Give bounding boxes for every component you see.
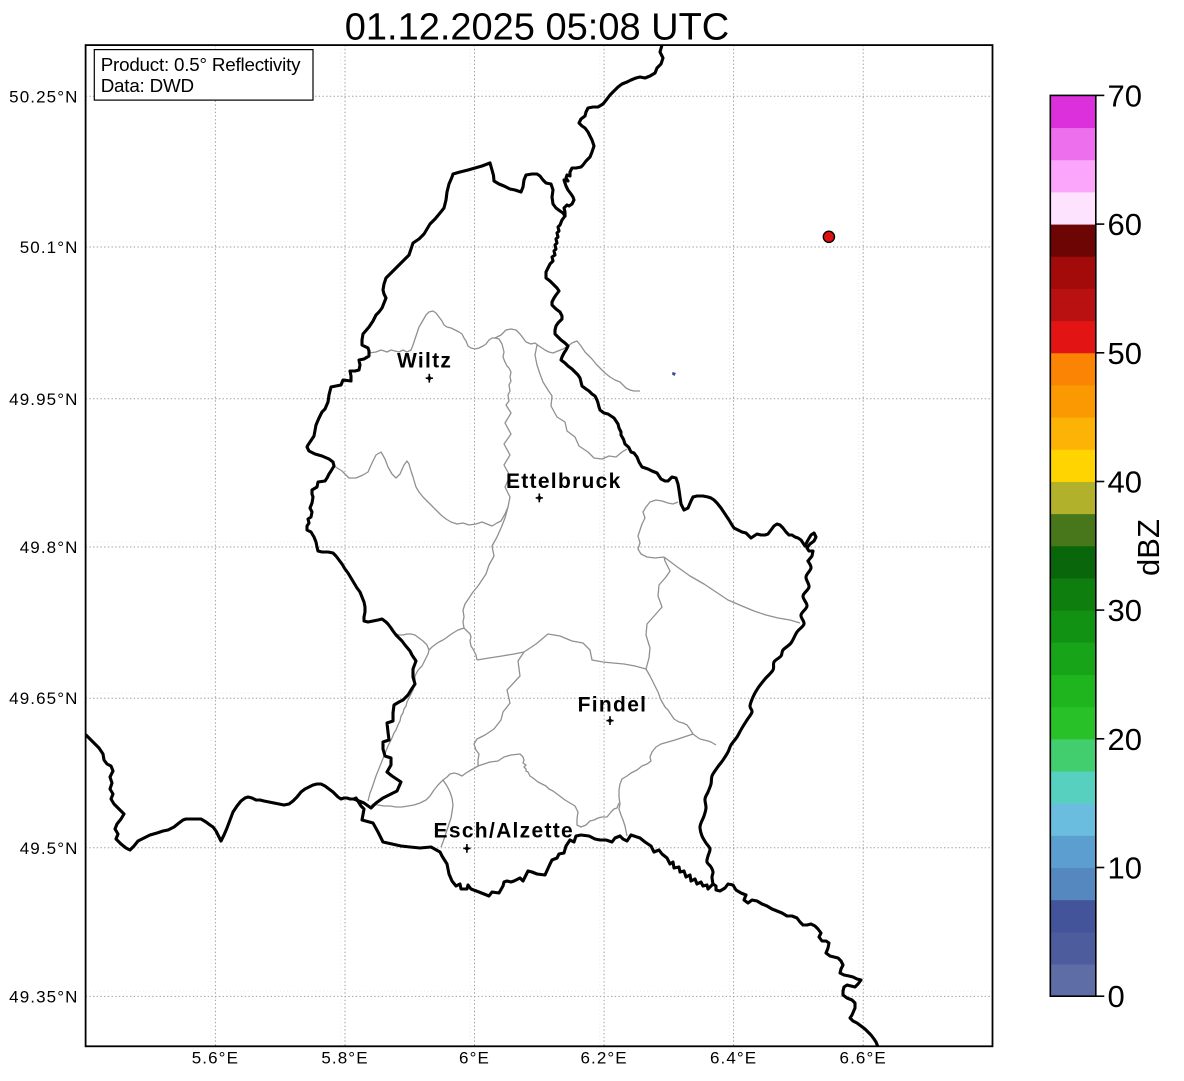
svg-text:0: 0 (1108, 979, 1125, 1014)
svg-text:6.2°E: 6.2°E (580, 1049, 627, 1068)
svg-text:10: 10 (1108, 851, 1142, 886)
svg-text:5.8°E: 5.8°E (321, 1049, 368, 1068)
svg-text:60: 60 (1108, 207, 1142, 242)
svg-text:dBZ: dBZ (1131, 519, 1166, 576)
svg-text:Product: 0.5° Reflectivity: Product: 0.5° Reflectivity (101, 54, 301, 75)
svg-text:01.12.2025 05:08 UTC: 01.12.2025 05:08 UTC (345, 7, 730, 49)
svg-text:49.65°N: 49.65°N (9, 689, 78, 708)
svg-text:50: 50 (1108, 336, 1142, 371)
svg-text:Esch/Alzette: Esch/Alzette (434, 820, 574, 843)
svg-text:Findel: Findel (578, 694, 648, 717)
svg-text:6.6°E: 6.6°E (840, 1049, 887, 1068)
svg-text:49.5°N: 49.5°N (20, 839, 79, 858)
svg-text:50.1°N: 50.1°N (20, 238, 79, 257)
svg-text:Ettelbruck: Ettelbruck (506, 470, 622, 493)
svg-text:49.95°N: 49.95°N (9, 390, 78, 409)
svg-text:6°E: 6°E (459, 1049, 490, 1068)
svg-text:49.35°N: 49.35°N (9, 987, 78, 1006)
svg-text:49.8°N: 49.8°N (20, 538, 79, 557)
svg-text:Wiltz: Wiltz (397, 350, 452, 373)
svg-text:30: 30 (1108, 593, 1142, 628)
svg-text:Data: DWD: Data: DWD (101, 75, 194, 96)
svg-text:5.6°E: 5.6°E (192, 1049, 239, 1068)
svg-text:20: 20 (1108, 722, 1142, 757)
svg-text:40: 40 (1108, 465, 1142, 500)
svg-text:6.4°E: 6.4°E (710, 1049, 757, 1068)
svg-text:70: 70 (1108, 78, 1142, 113)
svg-text:50.25°N: 50.25°N (9, 87, 78, 106)
